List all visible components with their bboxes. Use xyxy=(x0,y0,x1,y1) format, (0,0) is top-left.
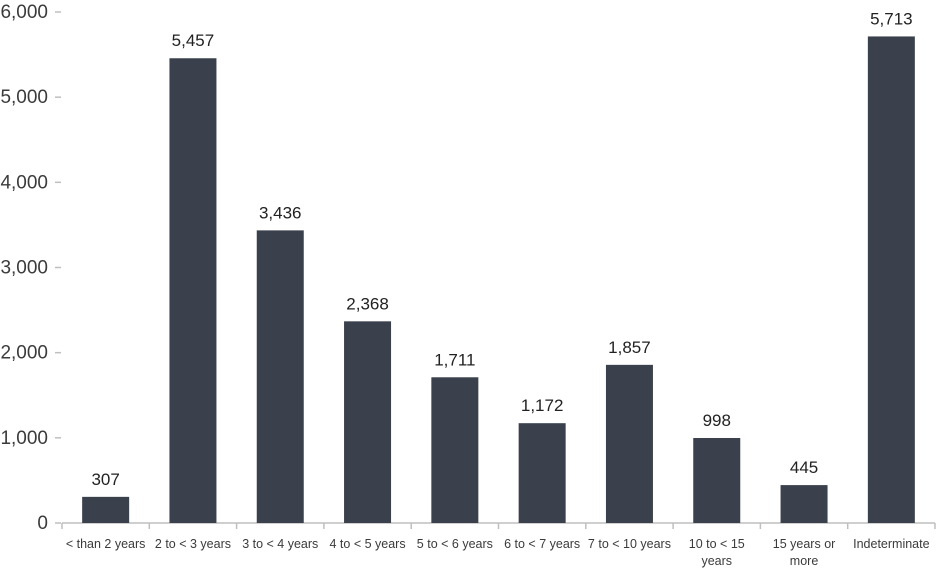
y-tick-label: 0 xyxy=(37,513,48,534)
bar xyxy=(431,377,479,523)
y-tick-label: 5,000 xyxy=(0,87,48,108)
x-tick-label: 2 to < 3 years xyxy=(155,537,231,551)
y-tick-label: 3,000 xyxy=(0,258,48,279)
y-tick-label: 6,000 xyxy=(0,2,48,23)
y-tick-label: 2,000 xyxy=(0,343,48,364)
data-label: 5,457 xyxy=(172,31,215,50)
bar xyxy=(518,423,566,523)
data-labels: 307 5,457 3,436 2,368 1,711 1,172 1,857 998 445 5… xyxy=(91,9,912,488)
bar xyxy=(867,36,915,523)
data-label: 5,713 xyxy=(870,9,913,28)
y-tick-label: 1,000 xyxy=(0,428,48,449)
bar xyxy=(344,321,392,523)
x-tick-label: years xyxy=(701,554,732,568)
x-tick-label: 6 to < 7 years xyxy=(504,537,580,551)
bar xyxy=(256,230,304,523)
data-label: 445 xyxy=(790,458,818,477)
data-label: 998 xyxy=(703,411,731,430)
x-tick-label: 4 to < 5 years xyxy=(330,537,406,551)
data-label: 1,711 xyxy=(434,350,475,369)
x-tick-label: < than 2 years xyxy=(66,537,146,551)
data-label: 2,368 xyxy=(346,294,389,313)
bar xyxy=(82,496,130,523)
x-tick-label: 7 to < 10 years xyxy=(588,537,671,551)
x-tick-label: Indeterminate xyxy=(853,537,929,551)
x-tick-label: more xyxy=(790,554,819,568)
x-tick-label: 3 to < 4 years xyxy=(242,537,318,551)
y-axis: 0 1,000 2,000 3,000 4,000 5,000 6,000 xyxy=(0,2,61,534)
data-label: 1,172 xyxy=(521,396,564,415)
data-label: 1,857 xyxy=(608,338,651,357)
x-axis: < than 2 years 2 to < 3 years 3 to < 4 yea… xyxy=(61,522,936,568)
bars xyxy=(82,36,915,524)
x-tick-label: 10 to < 15 xyxy=(689,537,745,551)
data-label: 307 xyxy=(91,470,119,489)
bar xyxy=(605,364,653,523)
y-tick-label: 4,000 xyxy=(0,172,48,193)
bar xyxy=(693,438,741,523)
x-tick-label: 5 to < 6 years xyxy=(417,537,493,551)
x-tick-label: 15 years or xyxy=(773,537,836,551)
data-label: 3,436 xyxy=(259,203,302,222)
bar xyxy=(169,58,217,524)
bar xyxy=(780,485,828,523)
